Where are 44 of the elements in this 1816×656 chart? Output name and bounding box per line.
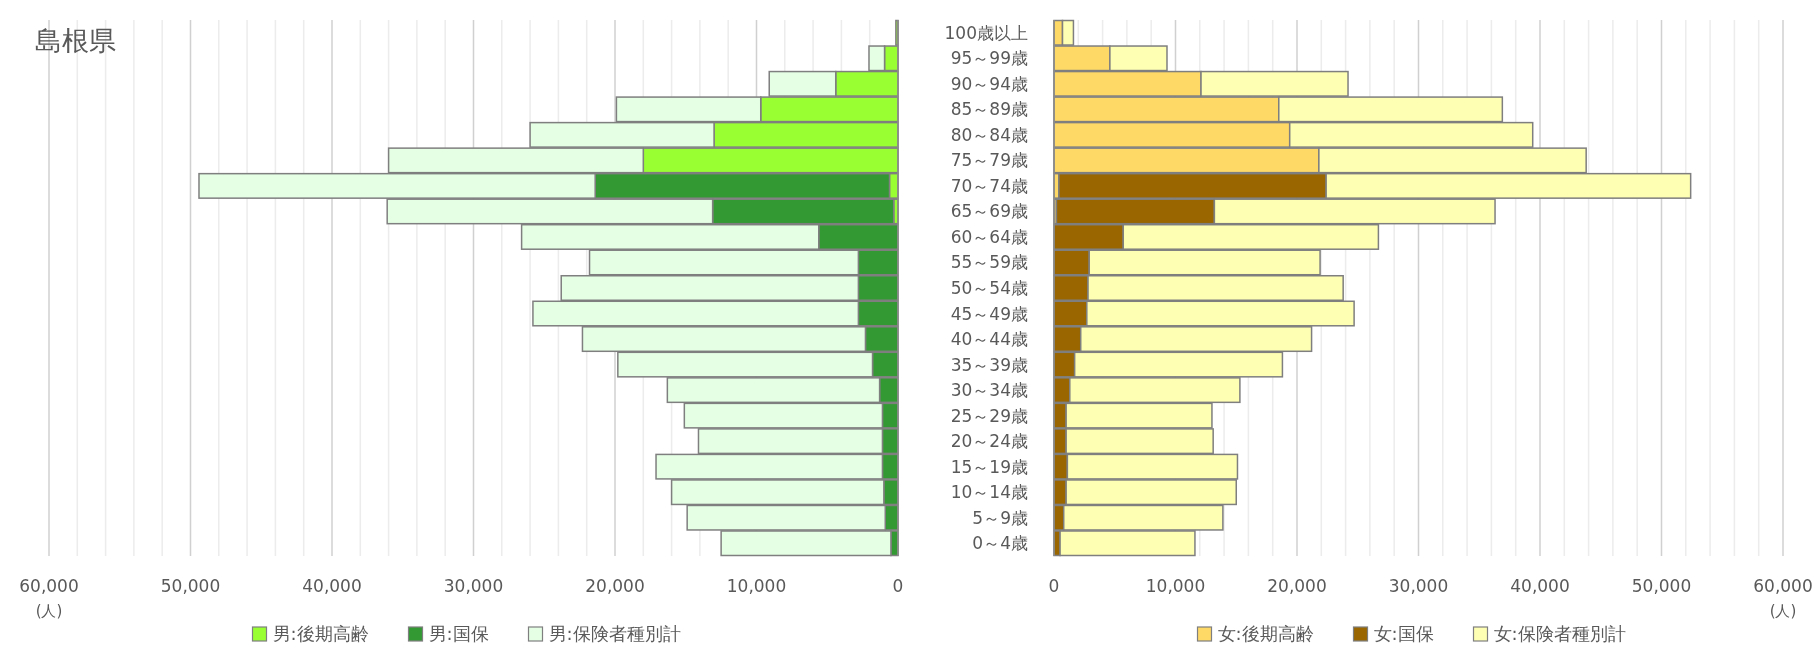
legend-label: 女:国保 — [1373, 623, 1434, 644]
y-tick-label: 95～99歳 — [950, 48, 1028, 69]
y-tick-label: 55～59歳 — [950, 252, 1028, 273]
x-tick-label: 40,000 — [1510, 576, 1570, 596]
legend-label: 男:保険者種別計 — [548, 623, 681, 644]
x-tick-label: 60,000 — [1753, 576, 1813, 596]
x-tick-label: 20,000 — [1267, 576, 1327, 596]
x-tick-label: 30,000 — [1388, 576, 1449, 596]
x-tick-label: 10,000 — [1145, 576, 1206, 596]
y-tick-label: 100歳以上 — [944, 22, 1028, 43]
legend-label: 女:保険者種別計 — [1493, 623, 1626, 644]
x-tick-label: 0 — [892, 576, 904, 596]
x-tick-label: 60,000 — [19, 576, 79, 596]
x-axis-title: (人) — [35, 602, 63, 620]
y-tick-label: 90～94歳 — [950, 73, 1028, 94]
y-tick-label: 45～49歳 — [950, 303, 1028, 324]
y-tick-label: 10～14歳 — [950, 482, 1028, 503]
y-tick-label: 20～24歳 — [950, 431, 1028, 452]
y-tick-label: 65～69歳 — [950, 201, 1028, 222]
x-tick-label: 40,000 — [302, 576, 362, 596]
y-tick-label: 40～44歳 — [950, 329, 1028, 350]
y-tick-label: 0～4歳 — [972, 533, 1028, 554]
y-tick-label: 80～84歳 — [950, 124, 1028, 145]
legend-label: 男:国保 — [428, 623, 489, 644]
x-tick-label: 50,000 — [1631, 576, 1692, 596]
y-tick-label: 50～54歳 — [950, 278, 1028, 298]
x-axis-title: (人) — [1769, 602, 1797, 620]
y-tick-label: 35～39歳 — [950, 354, 1028, 375]
y-tick-label: 25～29歳 — [950, 405, 1028, 426]
y-tick-label: 30～34歳 — [950, 380, 1028, 401]
legend-label: 女:後期高齢 — [1217, 623, 1314, 644]
x-tick-label: 20,000 — [585, 576, 645, 596]
chart-title: 島根県 — [35, 25, 116, 56]
y-tick-label: 15～19歳 — [950, 456, 1028, 477]
x-tick-label: 10,000 — [726, 576, 787, 596]
x-tick-label: 0 — [1048, 576, 1060, 596]
y-tick-label: 60～64歳 — [950, 226, 1028, 247]
y-tick-label: 85～89歳 — [950, 99, 1028, 120]
x-tick-label: 50,000 — [160, 576, 221, 596]
x-tick-label: 30,000 — [443, 576, 504, 596]
y-tick-label: 5～9歳 — [972, 507, 1028, 528]
y-tick-label: 70～74歳 — [950, 175, 1028, 196]
legend-label: 男:後期高齢 — [272, 623, 369, 644]
y-tick-label: 75～79歳 — [950, 150, 1028, 171]
